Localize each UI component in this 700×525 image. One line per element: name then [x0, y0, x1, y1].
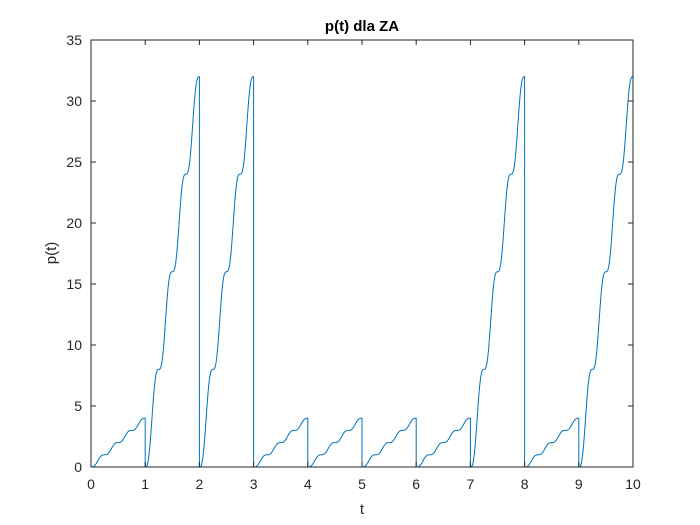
x-tick-label: 3	[250, 476, 258, 492]
x-tick-label: 8	[521, 476, 529, 492]
y-tick-label: 20	[66, 215, 82, 231]
series-segment-9	[524, 417, 580, 468]
x-tick-label: 5	[358, 476, 366, 492]
y-tick-label: 25	[66, 154, 82, 170]
y-tick-label: 0	[74, 459, 82, 475]
x-tick-label: 9	[575, 476, 583, 492]
chart-title: p(t) dla ZA	[325, 18, 399, 35]
y-tick-label: 15	[66, 276, 82, 292]
y-tick-label: 35	[66, 32, 82, 48]
y-tick-label: 30	[66, 93, 82, 109]
series-segment-4	[253, 417, 309, 468]
x-tick-label: 0	[87, 476, 95, 492]
series-segment-3	[199, 76, 255, 468]
x-axis-label: t	[360, 501, 365, 518]
x-tick-label: 4	[304, 476, 312, 492]
series-segment-8	[470, 76, 526, 468]
series-segment-2	[145, 76, 200, 468]
y-axis-label: p(t)	[43, 242, 60, 265]
series-segment-7	[416, 417, 471, 468]
x-tick-label: 6	[412, 476, 420, 492]
y-tick-label: 5	[74, 398, 82, 414]
plot-background	[91, 40, 633, 467]
x-tick-label: 2	[196, 476, 204, 492]
x-tick-label: 1	[141, 476, 149, 492]
y-ticks: 0 5 10 15 20 25 30 35	[66, 32, 633, 475]
series-segment-6	[362, 417, 417, 468]
x-ticks: 0 1 2 3 4 5 6 7 8 9 10	[87, 40, 641, 492]
series-segment-1	[91, 417, 146, 468]
series-segment-10	[578, 76, 634, 468]
series-segment-5	[307, 417, 363, 468]
x-tick-label: 10	[625, 476, 641, 492]
data-layer	[91, 76, 634, 468]
y-tick-label: 10	[66, 337, 82, 353]
x-tick-label: 7	[467, 476, 475, 492]
